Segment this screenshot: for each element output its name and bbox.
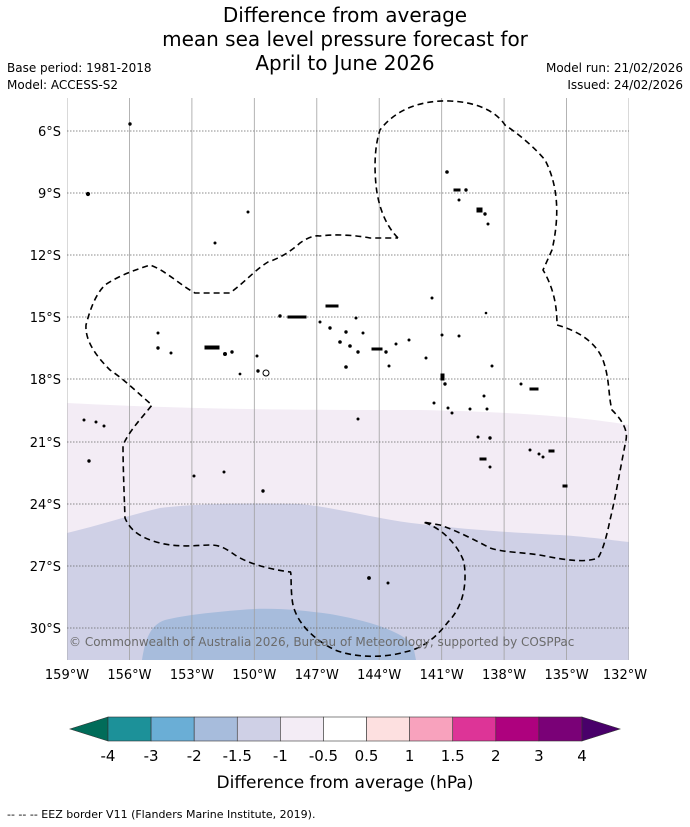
colorbar-high-extend	[581, 716, 621, 742]
model-run: Model run: 21/02/2026	[545, 61, 683, 75]
info-right: Model run: 21/02/2026 Issued: 24/02/2026	[546, 60, 683, 94]
colorbar-swatch	[323, 716, 367, 742]
lon-label-147w: 147°W	[295, 668, 339, 683]
anomaly-band-dark	[142, 608, 416, 660]
lon-label-135w: 135°W	[545, 668, 589, 683]
lat-label-27s: 27°S	[30, 560, 61, 575]
colorbar-tick-label: -3	[144, 747, 159, 765]
colorbar-swatch	[452, 716, 497, 742]
colorbar-swatch	[495, 716, 540, 742]
info-left: Base period: 1981-2018 Model: ACCESS-S2	[7, 60, 152, 94]
longitude-labels: 159°W 156°W 153°W 150°W 147°W 144°W 141°…	[45, 668, 647, 683]
latitude-lines	[67, 130, 629, 629]
colorbar-tick-label: -0.5	[309, 747, 338, 765]
lon-label-150w: 150°W	[232, 668, 276, 683]
colorbar-swatch	[409, 716, 454, 742]
colorbar-swatch	[366, 716, 410, 742]
lat-label-21s: 21°S	[30, 436, 61, 451]
eez-border	[85, 100, 628, 658]
lat-label-30s: 30°S	[30, 622, 61, 637]
issued-date: Issued: 24/02/2026	[567, 78, 683, 92]
eez-legend-note: -- -- -- EEZ border V11 (Flanders Marine…	[7, 808, 316, 821]
latitude-labels: 6°S 9°S 12°S 15°S 18°S 21°S 24°S 27°S 30…	[30, 125, 61, 637]
lon-label-156w: 156°W	[107, 668, 151, 683]
colorbar-swatch	[280, 716, 324, 742]
lon-label-141w: 141°W	[420, 668, 464, 683]
colorbar-swatch	[236, 716, 281, 742]
colorbar-label: Difference from average (hPa)	[217, 773, 474, 793]
colorbar-tick-label: 1.5	[441, 747, 465, 765]
lat-label-6s: 6°S	[38, 125, 61, 140]
base-period: Base period: 1981-2018	[7, 61, 152, 75]
lon-label-159w: 159°W	[45, 668, 89, 683]
colorbar-ticks: -4 -3 -2 -1.5 -1 -0.5 0.5 1 1.5 2 3 4	[101, 747, 587, 765]
colorbar-swatch	[538, 716, 583, 742]
colorbar-swatch	[150, 716, 195, 742]
lon-label-138w: 138°W	[482, 668, 526, 683]
lat-label-12s: 12°S	[30, 249, 61, 264]
colorbar-tick-label: 2	[491, 747, 501, 765]
model-name: Model: ACCESS-S2	[7, 78, 119, 92]
colorbar-swatch	[107, 716, 152, 742]
colorbar-tick-label: 3	[534, 747, 544, 765]
colorbar-tick-label: 4	[577, 747, 587, 765]
colorbar-tick-label: 0.5	[355, 747, 379, 765]
colorbar-tick-label: -1.5	[223, 747, 252, 765]
colorbar-tick-label: -2	[187, 747, 202, 765]
lon-label-144w: 144°W	[357, 668, 401, 683]
colorbar-tick-label: -4	[101, 747, 116, 765]
lon-label-132w: 132°W	[603, 668, 647, 683]
title-line-3: April to June 2026	[255, 51, 435, 75]
colorbar-swatches	[107, 716, 583, 742]
colorbar-tick-label: -1	[273, 747, 288, 765]
map-title: Difference from average mean sea level p…	[0, 3, 690, 75]
lat-label-9s: 9°S	[38, 187, 61, 202]
title-line-2: mean sea level pressure forecast for	[162, 27, 528, 51]
colorbar-tick-label: 1	[405, 747, 415, 765]
colorbar-low-extend	[69, 716, 109, 742]
title-line-1: Difference from average	[222, 3, 468, 27]
lat-label-18s: 18°S	[30, 373, 61, 388]
colorbar-swatch	[193, 716, 238, 742]
copyright-notice: © Commonwealth of Australia 2026, Bureau…	[69, 635, 574, 649]
colorbar: -4 -3 -2 -1.5 -1 -0.5 0.5 1 1.5 2 3 4 Difference fr…	[69, 716, 621, 793]
lat-label-15s: 15°S	[30, 311, 61, 326]
lat-label-24s: 24°S	[30, 498, 61, 513]
map-panel: © Commonwealth of Australia 2026, Bureau…	[67, 98, 629, 660]
lon-label-153w: 153°W	[170, 668, 214, 683]
islands	[82, 122, 568, 585]
